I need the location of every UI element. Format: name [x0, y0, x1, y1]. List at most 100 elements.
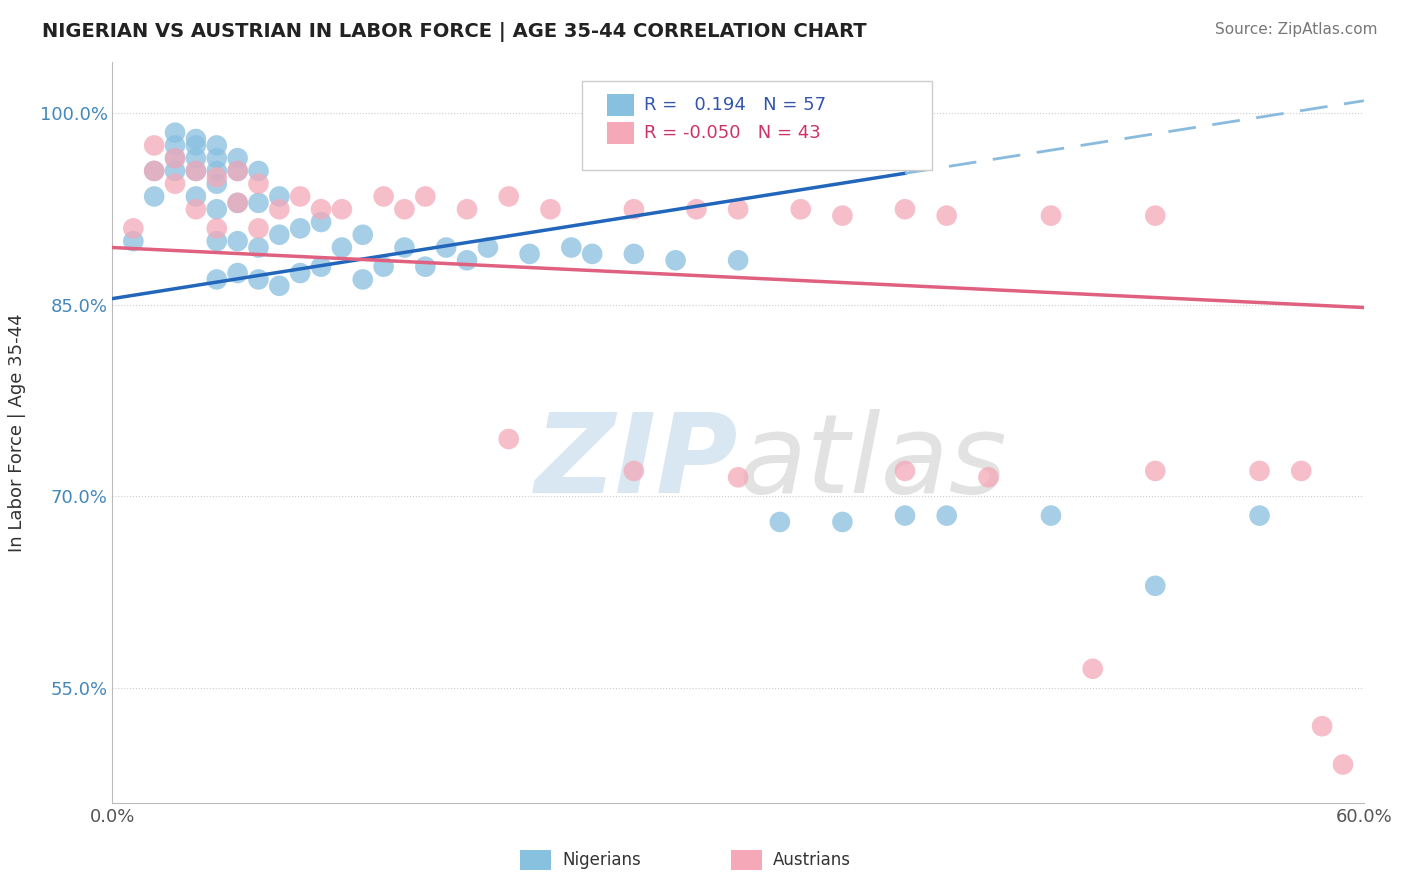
Point: [1310, 719, 1333, 733]
Point: [977, 470, 1000, 484]
Point: [184, 151, 207, 165]
Text: R = -0.050   N = 43: R = -0.050 N = 43: [644, 124, 821, 142]
Point: [727, 253, 749, 268]
Point: [1144, 464, 1167, 478]
Point: [163, 177, 186, 191]
Point: [1249, 508, 1271, 523]
Point: [373, 260, 395, 274]
Point: [894, 508, 917, 523]
Text: R =   0.194   N = 57: R = 0.194 N = 57: [644, 95, 827, 113]
Point: [143, 189, 166, 203]
Point: [831, 209, 853, 223]
Point: [581, 247, 603, 261]
Point: [226, 195, 249, 210]
Bar: [607, 121, 634, 144]
Point: [269, 189, 291, 203]
Point: [685, 202, 707, 217]
Point: [352, 227, 374, 242]
Point: [205, 221, 228, 235]
Point: [205, 170, 228, 185]
Text: atlas: atlas: [738, 409, 1007, 516]
Point: [184, 189, 207, 203]
Point: [498, 432, 520, 446]
Point: [226, 234, 249, 248]
Point: [413, 260, 436, 274]
Point: [163, 164, 186, 178]
Point: [122, 234, 145, 248]
Point: [226, 164, 249, 178]
Point: [456, 253, 478, 268]
Point: [1331, 757, 1354, 772]
Point: [269, 227, 291, 242]
Point: [727, 202, 749, 217]
Point: [330, 240, 353, 255]
Point: [184, 138, 207, 153]
Point: [538, 202, 561, 217]
Point: [247, 221, 270, 235]
Point: [790, 202, 813, 217]
Point: [226, 266, 249, 280]
Point: [1144, 209, 1167, 223]
Point: [247, 164, 270, 178]
Point: [247, 195, 270, 210]
Point: [290, 266, 312, 280]
Point: [143, 138, 166, 153]
Point: [727, 470, 749, 484]
Point: [143, 164, 166, 178]
Point: [122, 221, 145, 235]
Point: [665, 253, 688, 268]
Point: [247, 240, 270, 255]
Point: [498, 189, 520, 203]
Text: NIGERIAN VS AUSTRIAN IN LABOR FORCE | AGE 35-44 CORRELATION CHART: NIGERIAN VS AUSTRIAN IN LABOR FORCE | AG…: [42, 22, 868, 42]
Point: [226, 195, 249, 210]
Point: [309, 260, 332, 274]
Point: [163, 138, 186, 153]
Point: [831, 515, 853, 529]
Point: [163, 151, 186, 165]
Point: [477, 240, 499, 255]
Point: [1039, 209, 1063, 223]
Point: [184, 164, 207, 178]
Point: [935, 209, 957, 223]
Point: [205, 177, 228, 191]
Point: [269, 202, 291, 217]
Point: [226, 164, 249, 178]
Point: [519, 247, 541, 261]
Point: [352, 272, 374, 286]
Text: Nigerians: Nigerians: [562, 851, 641, 869]
Point: [935, 508, 957, 523]
Point: [247, 272, 270, 286]
Point: [769, 515, 792, 529]
Point: [623, 464, 645, 478]
Point: [456, 202, 478, 217]
Point: [394, 240, 416, 255]
Point: [184, 164, 207, 178]
Point: [1144, 579, 1167, 593]
Point: [373, 189, 395, 203]
Point: [184, 132, 207, 146]
Point: [143, 164, 166, 178]
Point: [205, 202, 228, 217]
Point: [394, 202, 416, 217]
Point: [205, 151, 228, 165]
Point: [413, 189, 436, 203]
Point: [894, 202, 917, 217]
Point: [309, 215, 332, 229]
Point: [205, 164, 228, 178]
Point: [1249, 464, 1271, 478]
Point: [309, 202, 332, 217]
Point: [894, 464, 917, 478]
Text: Austrians: Austrians: [773, 851, 851, 869]
Point: [163, 151, 186, 165]
Point: [205, 272, 228, 286]
Point: [205, 138, 228, 153]
Point: [184, 202, 207, 217]
Point: [1081, 662, 1104, 676]
Point: [290, 189, 312, 203]
Point: [205, 234, 228, 248]
Point: [1039, 508, 1063, 523]
Point: [226, 151, 249, 165]
Point: [163, 126, 186, 140]
Y-axis label: In Labor Force | Age 35-44: In Labor Force | Age 35-44: [7, 313, 25, 552]
Bar: [607, 94, 634, 116]
